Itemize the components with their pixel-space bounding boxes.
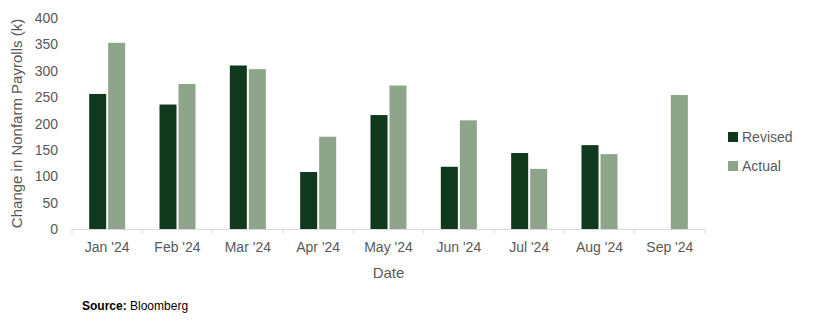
x-tick-label: Mar '24 (225, 239, 271, 255)
bar (108, 43, 125, 229)
x-tick-label: Jul '24 (509, 239, 549, 255)
bar (460, 120, 477, 229)
y-tick (69, 70, 72, 71)
bar (300, 172, 317, 229)
y-tick (69, 149, 72, 150)
bar (371, 115, 388, 229)
bar (249, 69, 266, 229)
y-tick-label: 50 (42, 195, 58, 211)
y-tick (69, 97, 72, 98)
bars (89, 43, 688, 229)
bar (390, 86, 407, 229)
bar (601, 154, 618, 229)
x-axis-divider (72, 229, 73, 234)
legend-swatch (728, 132, 738, 142)
x-axis-divider (142, 229, 143, 234)
x-tick-label: Aug '24 (576, 239, 623, 255)
y-tick-label: 150 (35, 142, 59, 158)
x-axis-divider (283, 229, 284, 234)
x-axis-divider (564, 229, 565, 234)
bar (582, 145, 599, 229)
source-note: Source: Bloomberg (82, 299, 188, 313)
source-prefix: Source: (82, 299, 127, 313)
bar (671, 95, 688, 229)
bar (511, 153, 528, 229)
bar (441, 167, 458, 229)
x-axis-divider (212, 229, 213, 234)
x-tick-label: May '24 (364, 239, 413, 255)
bar (179, 84, 196, 229)
legend-label: Actual (742, 158, 781, 174)
y-tick-label: 100 (35, 168, 59, 184)
source-text: Bloomberg (127, 299, 188, 313)
x-tick-label: Sep '24 (646, 239, 693, 255)
x-axis-label: Date (373, 264, 405, 281)
y-tick-label: 400 (35, 10, 59, 26)
x-tick-label: Apr '24 (296, 239, 340, 255)
x-axis-divider (705, 229, 706, 234)
bar (530, 169, 547, 229)
bar (230, 65, 247, 229)
bar (89, 94, 106, 229)
x-tick-label: Jan '24 (85, 239, 130, 255)
legend-label: Revised (742, 129, 793, 145)
y-tick (69, 44, 72, 45)
x-axis-divider (353, 229, 354, 234)
x-axis-divider (423, 229, 424, 234)
y-tick (69, 18, 72, 19)
y-tick-label: 300 (35, 63, 59, 79)
x-axis-divider (634, 229, 635, 234)
x-tick-label: Jun '24 (436, 239, 481, 255)
chart: 0 50 100 150 200 250 300 350 400 Jan '24 Feb '24 Ma… (0, 0, 815, 331)
y-tick-label: 0 (50, 221, 58, 237)
y-tick (69, 176, 72, 177)
legend-swatch (728, 161, 738, 171)
bar (160, 105, 177, 229)
y-tick-label: 250 (35, 89, 59, 105)
y-tick-label: 200 (35, 116, 59, 132)
y-tick-label: 350 (35, 36, 59, 52)
x-axis-line (72, 229, 705, 230)
y-tick (69, 123, 72, 124)
bar (319, 137, 336, 229)
x-axis-divider (494, 229, 495, 234)
x-tick-label: Feb '24 (154, 239, 200, 255)
y-axis-label: Change in Nonfarm Payrolls (k) (8, 19, 25, 228)
y-tick (69, 202, 72, 203)
